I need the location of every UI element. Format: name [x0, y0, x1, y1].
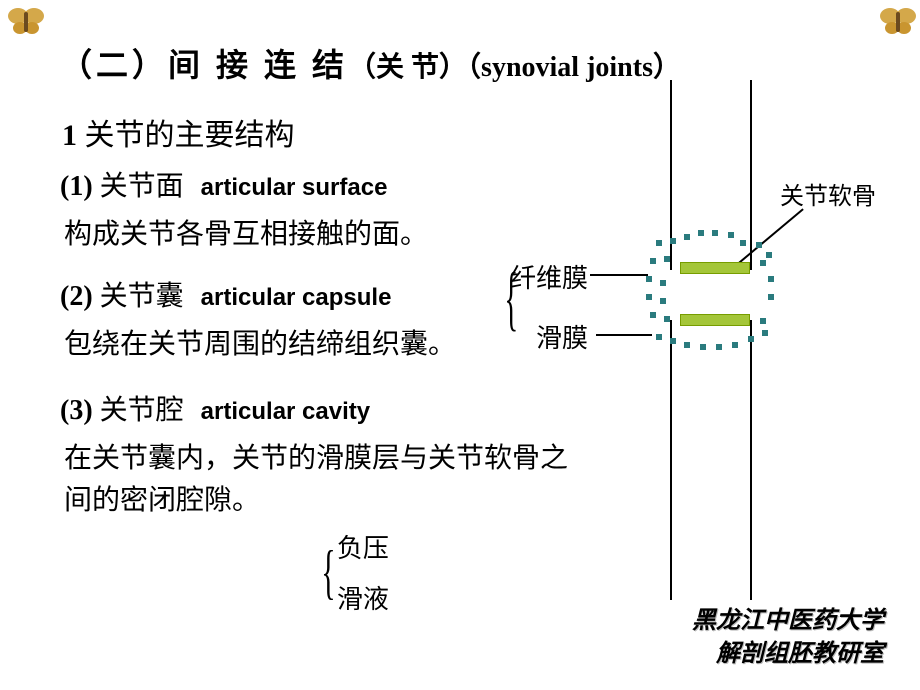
capsule-dot [740, 240, 746, 246]
lead-line [590, 274, 648, 276]
cartilage-bar [680, 314, 750, 326]
capsule-dot [700, 344, 706, 350]
bone-line [750, 320, 752, 600]
cartilage-label: 关节软骨 [780, 176, 876, 211]
footer-credit: 黑龙江中医药大学 解剖组胚教研室 [692, 605, 884, 672]
capsule-dot [670, 338, 676, 344]
slide: （二）间 接 连 结（关 节）（synovial joints） 1 关节的主要… [0, 0, 920, 690]
capsule-dot [646, 276, 652, 282]
item-3: (3) 关节腔 articular cavity [60, 388, 580, 428]
capsule-dot [728, 232, 734, 238]
capsule-dot [656, 240, 662, 246]
footer-line1: 黑龙江中医药大学 [692, 605, 884, 639]
item-2-en: articular capsule [201, 284, 392, 311]
lead-line [596, 334, 652, 336]
butterfly-icon [6, 4, 46, 38]
heading-1-text: 关节的主要结构 [85, 119, 295, 152]
bone-line [750, 80, 752, 270]
title-paren-en: （synovial joints） [467, 52, 681, 83]
item-1-desc: 构成关节各骨互相接触的面。 [64, 214, 580, 256]
capsule-dot [650, 312, 656, 318]
item-2-num: (2) [60, 281, 93, 312]
bone-line [670, 320, 672, 600]
content-column: (1) 关节面 articular surface 构成关节各骨互相接触的面。 … [60, 164, 580, 616]
capsule-dot [756, 242, 762, 248]
item-3-num: (3) [60, 395, 93, 426]
capsule-dot [670, 238, 676, 244]
capsule-dot [684, 234, 690, 240]
item-1-en: articular surface [201, 174, 388, 201]
title-paren-cn: （关 节） [348, 52, 467, 83]
capsule-dot [768, 276, 774, 282]
capsule-dot [646, 294, 652, 300]
heading-1-num: 1 [62, 119, 77, 152]
item-3-bracket: { 负压 滑液 [320, 528, 389, 616]
section-number: （二） [60, 47, 168, 83]
capsule-dot [664, 316, 670, 322]
lead-line [734, 208, 804, 267]
capsule-dot [716, 344, 722, 350]
item-3-en: articular cavity [201, 398, 370, 425]
butterfly-icon [878, 4, 918, 38]
bracket3-a: 负压 [337, 528, 389, 565]
capsule-dot [766, 252, 772, 258]
capsule-dot [684, 342, 690, 348]
capsule-dot [748, 336, 754, 342]
capsule-dot [664, 256, 670, 262]
capsule-dot [762, 330, 768, 336]
capsule-dot [660, 280, 666, 286]
item-1: (1) 关节面 articular surface [60, 164, 580, 204]
cartilage-bar [680, 262, 750, 274]
capsule-dot [698, 230, 704, 236]
capsule-dot [760, 318, 766, 324]
joint-diagram: 关节软骨 纤维膜 滑膜 { [620, 80, 900, 600]
capsule-dot [760, 260, 766, 266]
item-2: (2) 关节囊 articular capsule [60, 274, 580, 314]
capsule-dot [768, 294, 774, 300]
item-1-cn: 关节面 [100, 171, 184, 202]
fibrous-membrane-label: 纤维膜 [510, 258, 588, 295]
footer-line2: 解剖组胚教研室 [692, 638, 884, 672]
item-3-desc: 在关节囊内，关节的滑膜层与关节软骨之间的密闭腔隙。 [64, 438, 580, 522]
bracket3-b: 滑液 [337, 579, 389, 616]
item-3-cn: 关节腔 [100, 395, 184, 426]
item-2-desc: 包绕在关节周围的结缔组织囊。 [64, 324, 580, 366]
brace-icon: { [504, 254, 518, 342]
capsule-dot [650, 258, 656, 264]
item-2-cn: 关节囊 [100, 281, 184, 312]
item-1-num: (1) [60, 171, 93, 202]
brace-icon: { [321, 545, 335, 599]
capsule-dot [732, 342, 738, 348]
title-cn: 间 接 连 结 [168, 47, 348, 83]
capsule-dot [712, 230, 718, 236]
capsule-dot [656, 334, 662, 340]
synovial-membrane-label: 滑膜 [536, 318, 588, 355]
capsule-dot [660, 298, 666, 304]
